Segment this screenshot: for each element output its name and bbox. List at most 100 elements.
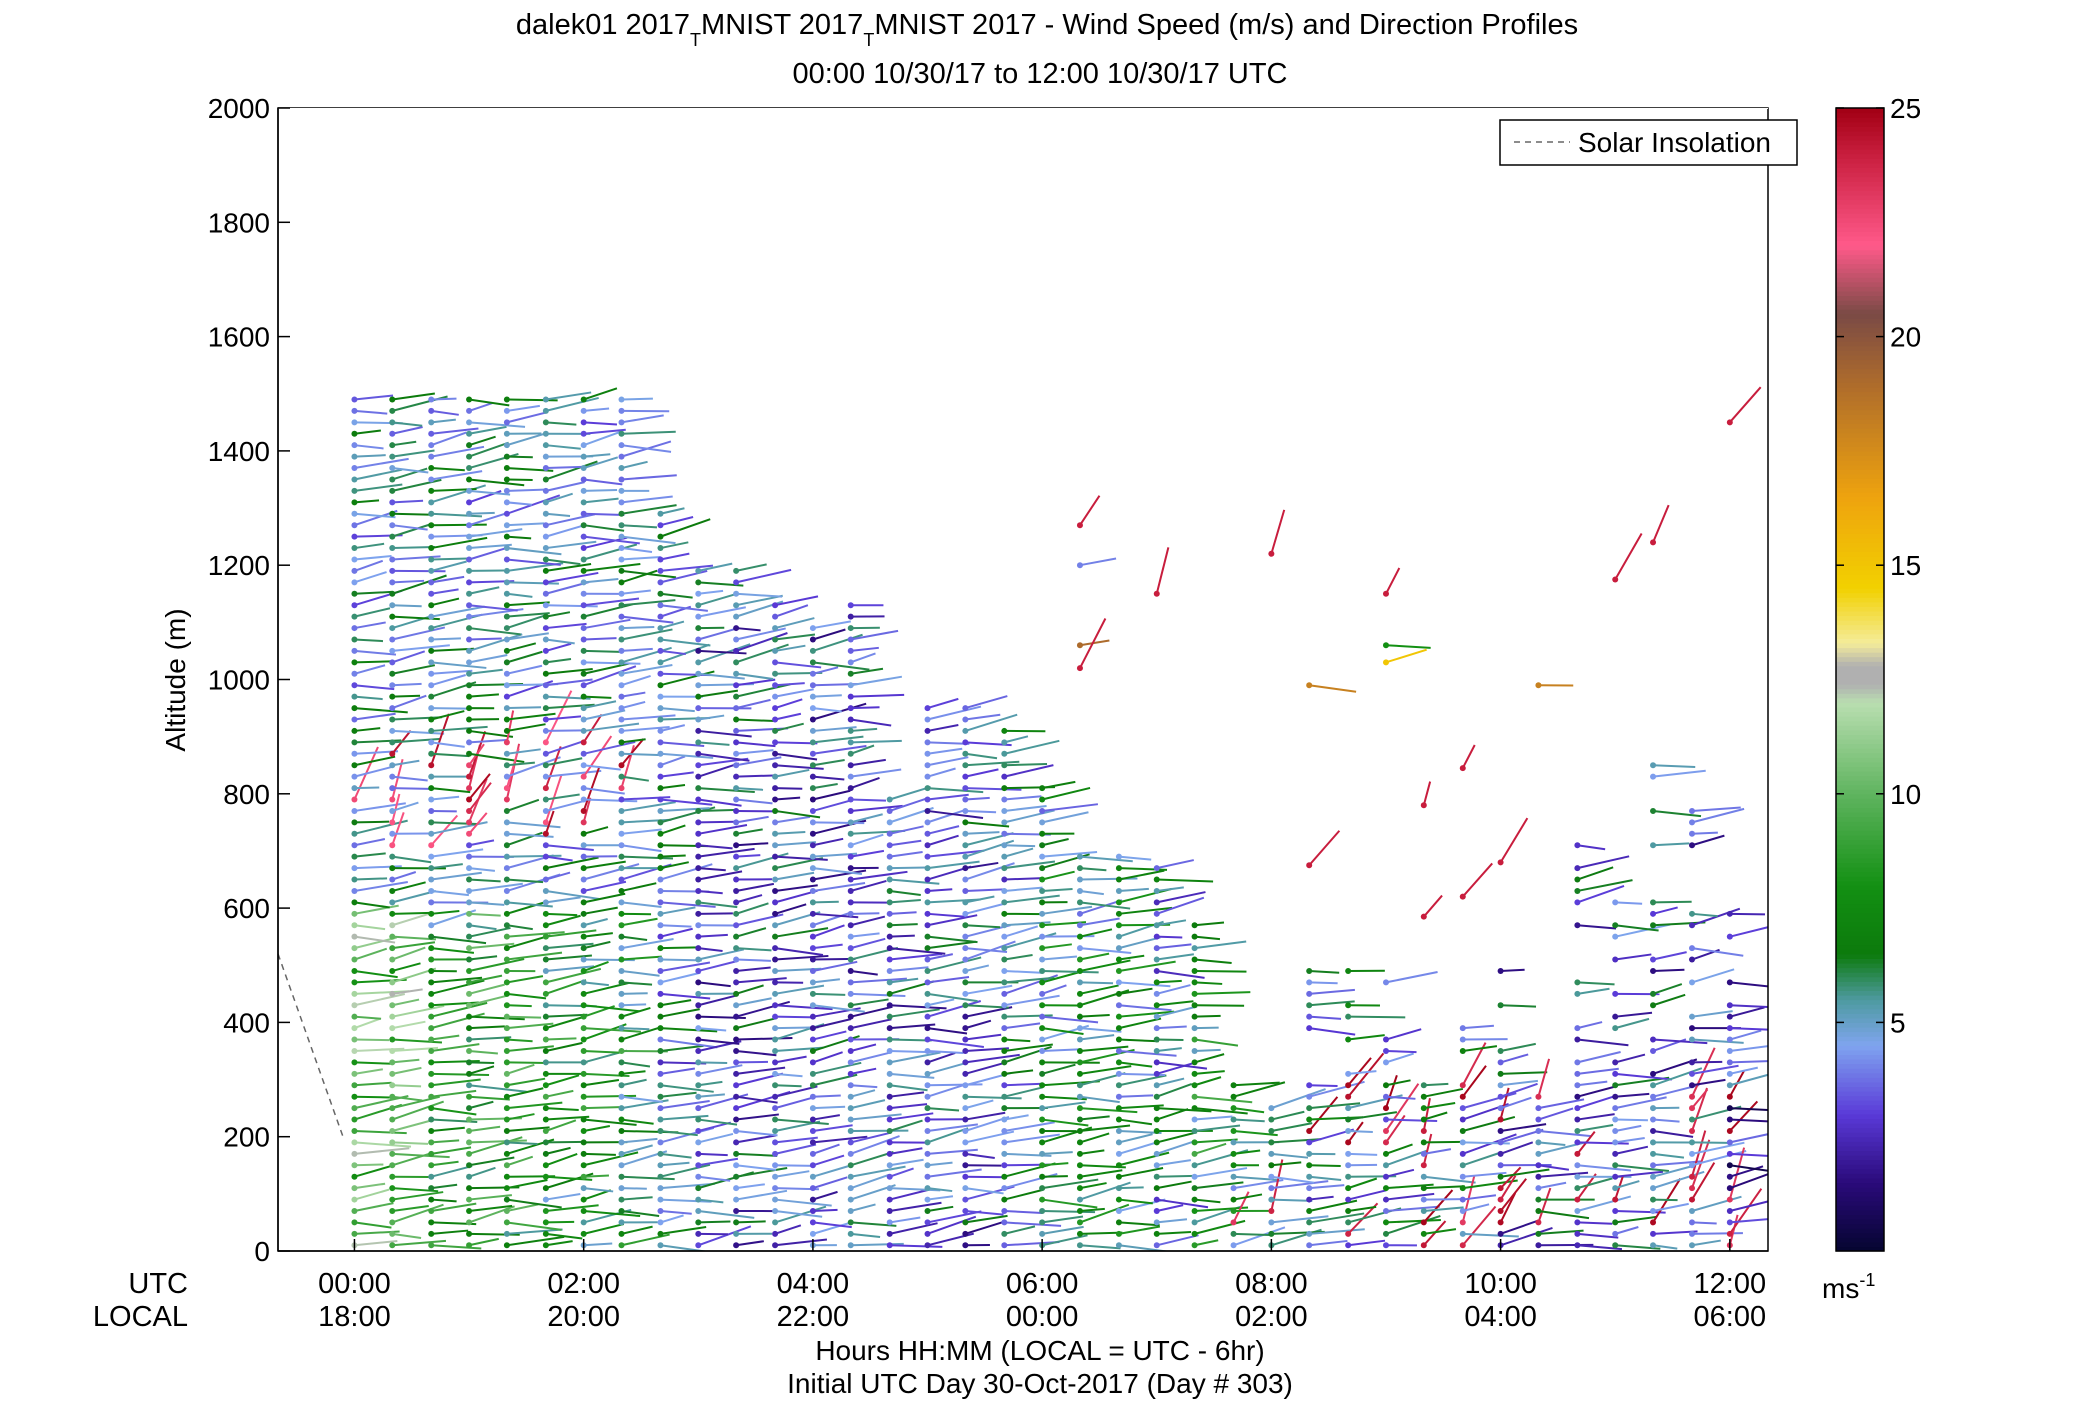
wind-barb-point (466, 1047, 473, 1054)
wind-barb-point (1574, 1230, 1581, 1237)
wind-barb-point (657, 613, 664, 620)
wind-barb-point (618, 430, 625, 437)
wind-barb (545, 512, 571, 518)
wind-barb (660, 861, 689, 870)
wind-barb-point (1345, 1196, 1352, 1203)
wind-barb (545, 855, 573, 862)
wind-barb-point (733, 579, 740, 586)
wind-barb-point (657, 670, 664, 677)
wind-barb-point (657, 922, 664, 929)
colorbar-strip (1836, 1196, 1884, 1202)
colorbar-strip (1836, 524, 1884, 530)
wind-barb-point (733, 716, 740, 723)
wind-barb-point (466, 1002, 473, 1009)
wind-barb (1577, 1177, 1613, 1190)
colorbar-strip (1836, 542, 1884, 548)
wind-barb-point (1345, 967, 1352, 974)
wind-barb-point (618, 476, 625, 483)
wind-barb (1499, 817, 1529, 863)
wind-barb-point (618, 1036, 625, 1043)
wind-barb (1615, 1145, 1649, 1155)
wind-barb (506, 1101, 563, 1110)
wind-barb-point (886, 956, 893, 963)
wind-barb-point (503, 1150, 510, 1157)
wind-barb-point (924, 887, 931, 894)
wind-barb-point (351, 590, 358, 597)
wind-barb-point (542, 510, 549, 517)
wind-barb (850, 758, 886, 767)
wind-barb-point (924, 705, 931, 712)
wind-barb-point (772, 853, 779, 860)
wind-barb (774, 1136, 818, 1144)
wind-barb (392, 890, 437, 904)
wind-barb-point (542, 636, 549, 643)
wind-barb-point (809, 693, 816, 700)
wind-barb-point (503, 396, 510, 403)
wind-barb (354, 877, 388, 881)
wind-barb (736, 958, 771, 962)
wind-barb-point (657, 1047, 664, 1054)
wind-barb-point (1001, 876, 1008, 883)
wind-barb-point (389, 430, 396, 437)
colorbar-strip (1836, 1031, 1884, 1037)
wind-barb-point (962, 1185, 969, 1192)
wind-barb (1385, 1143, 1413, 1155)
wind-barb-point (772, 1082, 779, 1089)
wind-barb-point (542, 659, 549, 666)
wind-barb-point (809, 830, 816, 837)
wind-barb-point (1612, 1207, 1619, 1214)
wind-barb-point (1115, 967, 1122, 974)
wind-barb (698, 1080, 723, 1087)
wind-barb-point (1153, 1162, 1160, 1169)
wind-barb (698, 824, 748, 835)
colorbar-strip (1836, 578, 1884, 585)
wind-barb (545, 1074, 580, 1087)
wind-barb (391, 946, 426, 961)
wind-barb (392, 935, 437, 941)
wind-barb (1385, 1192, 1435, 1201)
wind-barb-point (1076, 1105, 1083, 1112)
wind-barb-point (1039, 1185, 1046, 1192)
wind-barb (1348, 1152, 1378, 1156)
wind-barb-point (1153, 967, 1160, 974)
wind-barb (735, 672, 774, 680)
wind-barb-point (1039, 1105, 1046, 1112)
wind-barb-point (466, 1139, 473, 1146)
wind-barb (1194, 1115, 1233, 1121)
wind-barb-point (1382, 1105, 1389, 1112)
colorbar-strip (1836, 1232, 1884, 1238)
colorbar-strip (1836, 656, 1884, 662)
wind-barb-point (618, 1059, 625, 1066)
wind-barb-point (1191, 1127, 1198, 1134)
wind-barb-point (809, 807, 816, 814)
wind-barb-point (580, 1013, 587, 1020)
wind-barb (1194, 1206, 1249, 1212)
wind-barb-point (503, 682, 510, 689)
wind-barb (354, 755, 396, 767)
wind-barb (965, 796, 990, 801)
wind-barb-point (580, 1196, 587, 1203)
wind-barb-point (1689, 1242, 1696, 1249)
wind-barb-point (542, 773, 549, 780)
wind-barb-point (1650, 1105, 1657, 1112)
wind-barb (1233, 1081, 1280, 1087)
wind-barb (1729, 1006, 1765, 1018)
wind-barb-point (466, 1150, 473, 1157)
wind-barb (927, 825, 960, 835)
wind-barb-point (389, 762, 396, 769)
wind-barb-point (580, 887, 587, 894)
wind-barb (1309, 1212, 1365, 1224)
wind-barb (660, 807, 710, 812)
wind-barb-point (580, 510, 587, 517)
wind-barb (965, 1220, 1005, 1235)
wind-barb (392, 499, 424, 504)
wind-barb (545, 1204, 599, 1212)
wind-barb (660, 755, 686, 767)
colorbar-strip (1836, 999, 1884, 1005)
wind-barb (1385, 1083, 1420, 1132)
wind-barb-point (580, 990, 587, 997)
wind-barb (1652, 764, 1696, 768)
colorbar-strip (1836, 208, 1884, 214)
wind-barb (583, 722, 640, 732)
colorbar-strip (1836, 633, 1884, 639)
